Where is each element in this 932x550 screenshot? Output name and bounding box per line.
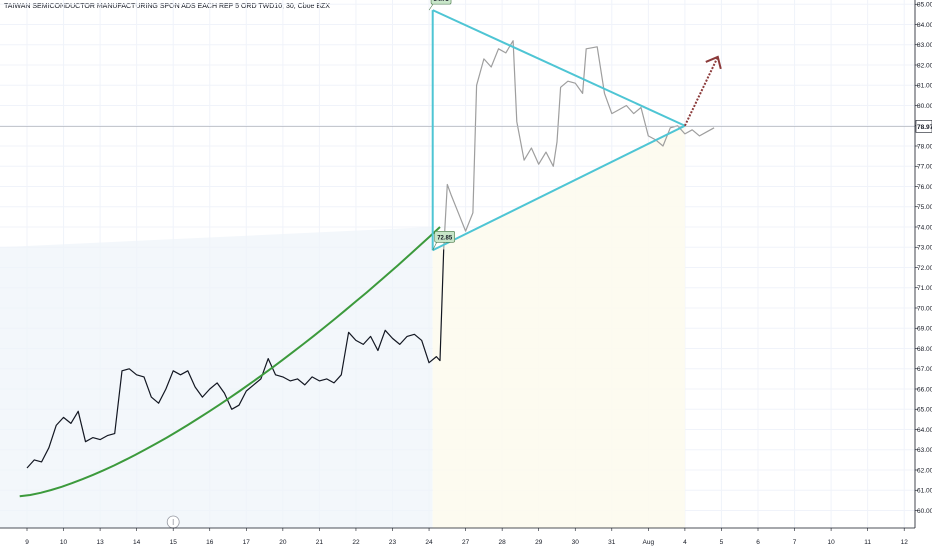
chart-title: TAIWAN SEMICONDUCTOR MANUFACTURING SPON … — [4, 3, 330, 10]
triangle-edge — [432, 9, 686, 127]
x-tick-label: 15 — [170, 539, 178, 546]
y-tick-label: 69.00 — [917, 326, 932, 333]
x-tick-label: 20 — [279, 539, 287, 546]
drawings: 84.71 72.85 — [0, 0, 915, 529]
x-tick-label: 17 — [243, 539, 251, 546]
y-tick-label: 78.00 — [917, 143, 932, 150]
projection-arrow — [683, 56, 719, 127]
y-tick-label: 70.00 — [917, 305, 932, 312]
x-tick-label: 12 — [901, 539, 909, 546]
x-tick-label: 27 — [462, 539, 470, 546]
x-tick-label: 30 — [572, 539, 580, 546]
x-tick-label: 9 — [25, 539, 29, 546]
x-tick-label: 5 — [720, 539, 724, 546]
flag-label: 72.85 — [437, 235, 453, 241]
price-flag — [434, 230, 456, 243]
x-tick-label: 14 — [133, 539, 141, 546]
current-price-label: 78.97 — [917, 124, 932, 131]
current-price-badge — [915, 120, 932, 133]
x-tick-label: 7 — [793, 539, 797, 546]
price-series — [26, 40, 715, 469]
y-tick-label: 73.00 — [917, 245, 932, 252]
x-tick-label: 10 — [827, 539, 835, 546]
x-tick-label: 4 — [683, 539, 687, 546]
y-tick-label: 72.00 — [917, 265, 932, 272]
x-tick-label: 6 — [756, 539, 760, 546]
x-tick-label: 22 — [352, 539, 360, 546]
shaded-region — [0, 227, 433, 528]
y-tick-label: 76.00 — [917, 184, 932, 191]
y-tick-label: 63.00 — [917, 447, 932, 454]
x-tick-label: 21 — [316, 539, 324, 546]
x-tick-label: 31 — [608, 539, 616, 546]
y-tick-label: 84.00 — [917, 22, 932, 29]
price-line — [443, 40, 715, 250]
flag-label: 84.71 — [434, 0, 450, 3]
shaded-regions — [0, 125, 685, 528]
y-tick-label: 83.00 — [917, 42, 932, 49]
price-line — [26, 249, 445, 469]
x-tick-label: 28 — [499, 539, 507, 546]
y-tick-label: 67.00 — [917, 366, 932, 373]
y-tick-label: 85.00 — [917, 2, 932, 9]
y-tick-label: 75.00 — [917, 204, 932, 211]
x-tick-label: 16 — [206, 539, 214, 546]
x-tick-label: 24 — [425, 539, 433, 546]
y-tick-label: 77.00 — [917, 164, 932, 171]
x-tick-label: 29 — [535, 539, 543, 546]
price-flag — [430, 0, 452, 5]
y-tick-label: 80.00 — [917, 103, 932, 110]
y-tick-label: 74.00 — [917, 224, 932, 231]
triangle-edge — [432, 124, 686, 252]
arrow-head — [705, 55, 722, 70]
y-tick-label: 64.00 — [917, 427, 932, 434]
x-tick-label: 10 — [60, 539, 68, 546]
shaded-region — [432, 125, 685, 528]
y-tick-label: 66.00 — [917, 386, 932, 393]
y-tick-label: 82.00 — [917, 62, 932, 69]
y-tick-label: 60.00 — [917, 508, 932, 515]
trend-curve — [19, 226, 441, 498]
y-tick-label: 81.00 — [917, 83, 932, 90]
x-tick-label: 23 — [389, 539, 397, 546]
y-tick-label: 61.00 — [917, 488, 932, 495]
flag-pointer — [428, 3, 434, 11]
y-tick-label: 68.00 — [917, 346, 932, 353]
y-tick-label: 65.00 — [917, 407, 932, 414]
x-tick-label: 13 — [96, 539, 104, 546]
x-tick-label: Aug — [643, 539, 655, 546]
y-tick-label: 62.00 — [917, 467, 932, 474]
flag-pointer — [432, 242, 437, 251]
x-tick-label: 11 — [864, 539, 871, 546]
y-tick-label: 71.00 — [917, 285, 932, 292]
